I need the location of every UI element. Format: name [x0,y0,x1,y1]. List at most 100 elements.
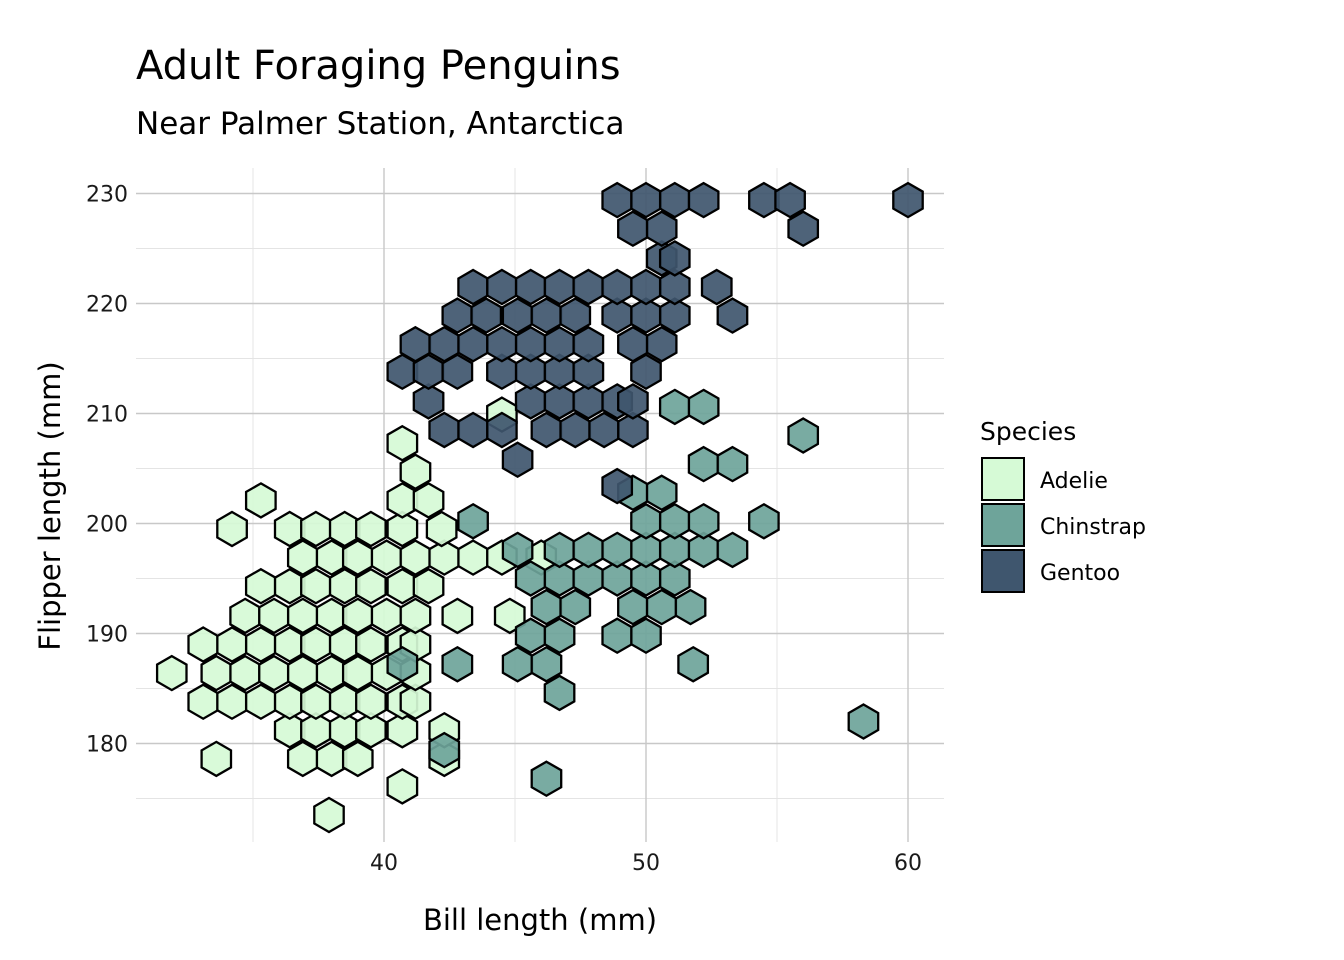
y-axis-ticks: 180 190 200 210 220 230 [86,183,128,758]
hex-bin-adelie [328,510,361,548]
hex-bin-chinstrap [847,703,880,740]
series-gentoo [386,181,924,505]
hex-bin-adelie [216,510,248,548]
hex-bin-gentoo [457,268,489,306]
hex-bin-gentoo [658,268,691,306]
hex-bin-chinstrap [748,502,780,540]
hex-bin-adelie [341,597,374,635]
hex-bin-chinstrap [559,588,592,626]
hex-bin-chinstrap [514,617,547,655]
hex-bin-chinstrap [687,502,720,540]
y-axis-title: Flipper length (mm) [33,361,67,650]
hex-bin-adelie [355,711,387,749]
hex-bin-adelie [315,597,348,635]
hex-bin-chinstrap [677,645,710,683]
hex-bin-gentoo [630,268,662,306]
hex-bin-gentoo [486,268,518,306]
hex-bin-gentoo [658,240,691,277]
y-tick-label: 210 [86,403,128,428]
hex-bin-adelie [200,740,233,778]
x-axis-ticks: 40 50 60 [370,851,922,876]
hex-bin-gentoo [543,268,576,306]
hex-bin-gentoo [441,297,474,334]
hex-bin-adelie [399,453,432,491]
hex-bin-chinstrap [716,531,749,569]
hex-bin-gentoo [486,325,518,363]
hex-bin-gentoo [428,411,461,449]
hex-bin-adelie [229,597,262,635]
hex-bin-chinstrap [530,760,563,798]
hex-bin-adelie [155,654,188,692]
series-chinstrap [386,388,880,798]
hex-bin-chinstrap [457,502,489,540]
hex-bin-adelie [412,567,445,605]
hex-bin-gentoo [716,297,749,334]
hex-bin-gentoo [687,181,720,219]
hex-bin-chinstrap [645,474,678,512]
hex-bin-gentoo [617,383,649,420]
legend-swatch-gentoo [981,549,1025,593]
hex-bin-chinstrap [658,560,691,597]
hex-bin-gentoo [892,181,924,219]
legend-label-adelie: Adelie [1040,469,1108,494]
hex-bin-gentoo [412,383,445,420]
hex-bin-chinstrap [501,531,534,569]
hex-bin-adelie [412,482,445,519]
hex-bin-gentoo [601,467,634,505]
hex-bin-gentoo [399,325,432,363]
x-tick-label: 40 [370,851,398,876]
x-axis-title: Bill length (mm) [423,903,657,937]
hex-bin-chinstrap [572,531,605,569]
hex-bin-chinstrap [674,588,707,626]
hex-bin-adelie [399,597,432,635]
hex-bin-adelie [355,510,387,548]
hex-bin-chinstrap [386,645,419,683]
hex-bin-adelie [457,539,489,576]
hex-bin-chinstrap [543,617,576,655]
x-tick-label: 50 [632,851,660,876]
hex-bin-gentoo [630,181,662,219]
hex-bin-adelie [370,539,403,576]
hex-bin-gentoo [774,181,806,219]
hex-bin-chinstrap [687,388,720,426]
hex-bin-chinstrap [543,531,576,569]
y-tick-label: 190 [86,623,128,648]
series-adelie [155,396,558,834]
hex-bin-adelie [341,740,374,778]
hex-bin-chinstrap [630,617,662,655]
hex-bin-gentoo [559,297,592,334]
hex-bin-gentoo [572,353,605,391]
hex-bin-adelie [273,510,306,548]
hex-bin-adelie [355,683,387,721]
hex-bin-chinstrap [658,388,691,426]
hex-bin-gentoo [787,210,820,248]
hex-bin-chinstrap [601,617,634,655]
hex-bin-chinstrap [428,731,461,769]
hex-bin-chinstrap [787,417,820,454]
hex-bin-gentoo [441,353,474,391]
y-tick-label: 230 [86,183,128,208]
hex-bin-adelie [258,597,290,635]
y-tick-label: 220 [86,293,128,318]
hex-bin-chinstrap [687,445,720,483]
hex-bin-adelie [386,510,419,548]
legend: Species Adelie Chinstrap Gentoo [980,417,1146,593]
hex-bin-chinstrap [441,645,474,683]
hex-bin-gentoo [645,325,678,363]
hex-bin-adelie [493,597,526,635]
hex-bin-adelie [425,510,458,548]
y-tick-label: 180 [86,733,128,758]
hex-bin-adelie [386,768,419,805]
hex-bin-adelie [244,567,277,605]
legend-title: Species [980,417,1076,446]
chart-subtitle: Near Palmer Station, Antarctica [136,106,624,142]
hex-bin-adelie [355,626,387,663]
hex-bin-gentoo [501,441,534,479]
hex-bin-gentoo [470,297,503,334]
hex-bin-chinstrap [530,645,563,683]
hex-bin-gentoo [457,411,489,449]
hex-bin-gentoo [617,411,649,449]
hex-bin-gentoo [645,210,678,248]
chart-title: Adult Foraging Penguins [136,43,621,89]
